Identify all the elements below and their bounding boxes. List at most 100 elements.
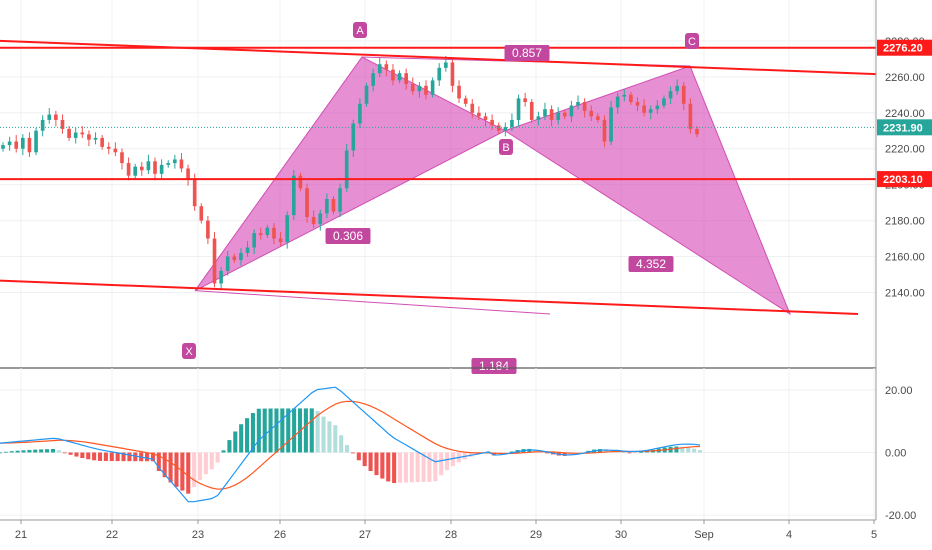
candle-body (146, 161, 151, 171)
macd-hist-bar (0, 452, 3, 454)
harmonic-pattern[interactable] (194, 56, 792, 316)
candle-body (186, 168, 190, 180)
candle-body (384, 64, 389, 70)
candle-body (21, 137, 25, 149)
candle-body (496, 125, 501, 131)
macd-hist-bar (686, 447, 691, 453)
macd-pane[interactable] (0, 368, 876, 520)
candle-body (510, 119, 514, 128)
candle-body (331, 199, 336, 212)
candle-body (232, 256, 237, 261)
candle-body (225, 256, 230, 271)
point-label-a: A (353, 22, 367, 38)
price-axis[interactable]: 2140.002160.002180.002200.002220.002240.… (875, 0, 932, 522)
macd-hist-bar (333, 425, 338, 453)
ratio-box (325, 228, 371, 244)
price-pane[interactable]: 0.306 0.857 4.352 1.184 X A B C (0, 0, 877, 374)
candle-body (252, 233, 256, 248)
candle-body (523, 98, 527, 102)
macd-hist-bar (62, 452, 67, 454)
macd-hist-bar (150, 452, 155, 462)
macd-hist-bar (174, 452, 179, 487)
macd-hist-bar (321, 416, 326, 453)
macd-hist-bar (368, 452, 373, 472)
candle-body (424, 85, 428, 95)
macd-hist-bar (280, 408, 285, 453)
macd-hist-bar (345, 445, 350, 453)
candle-body (450, 62, 455, 86)
macd-hist-bar (203, 452, 208, 475)
candle-body (305, 188, 309, 217)
time-tick-label: 26 (274, 529, 286, 541)
candle-body (576, 101, 580, 106)
macd-hist-bar (192, 452, 197, 488)
candle-body (615, 96, 620, 108)
candle-body (100, 137, 104, 147)
macd-hist-bar (127, 452, 132, 462)
candle-body (106, 146, 111, 149)
macd-hist-bar (197, 452, 203, 481)
candle-body (258, 233, 263, 235)
badge-box (877, 119, 932, 136)
price-tick-label: 2160.00 (885, 252, 925, 264)
macd-tick-label: 0.00 (885, 448, 906, 460)
macd-hist-bar (392, 452, 397, 484)
point-label-box (182, 343, 196, 359)
candle-body (351, 123, 356, 151)
macd-hist-bar (74, 452, 79, 457)
ratio-text: 4.352 (636, 257, 666, 271)
point-label-text: B (502, 142, 509, 154)
macd-hist-bar (621, 451, 626, 453)
macd-hist-bar (33, 449, 38, 453)
macd-hist-bar (362, 452, 367, 467)
macd-hist-bar (97, 452, 103, 461)
macd-hist-bar (3, 451, 8, 453)
macd-hist-bar (439, 452, 444, 476)
macd-hist-bar (633, 452, 638, 454)
macd-hist-bar (292, 408, 297, 453)
candle-body (67, 128, 71, 138)
macd-hist-bar (445, 452, 450, 471)
price-tick-label: 2260.00 (885, 72, 925, 84)
macd-hist-bar (286, 408, 291, 453)
macd-hist-bar (15, 450, 20, 453)
time-tick-label: 23 (192, 529, 204, 541)
macd-hist-bar (380, 452, 385, 479)
macd-hist-bar (68, 452, 73, 455)
time-tick-label: 30 (615, 529, 627, 541)
candle-body (463, 98, 468, 104)
candle-body (358, 103, 362, 124)
macd-hist-bar (256, 408, 261, 453)
time-tick-label: 21 (15, 529, 27, 541)
ratio-text: 0.306 (333, 229, 363, 243)
time-axis[interactable]: 21 22 23 26 27 28 29 30 Sep 4 5 (0, 519, 877, 541)
macd-signal-line (0, 400, 701, 490)
candle-body (344, 150, 349, 189)
candle-body (192, 179, 197, 207)
macd-hist-bar (409, 452, 414, 483)
macd-hist-bar (356, 452, 361, 461)
macd-hist-bar (268, 408, 273, 453)
macd-hist-bar (692, 448, 697, 453)
candle-body (675, 85, 679, 92)
macd-hist-bar (92, 452, 97, 461)
macd-hist-bar (27, 449, 32, 453)
badge-level-upper: 2276.20 (877, 39, 932, 56)
candle-body (206, 220, 210, 239)
candle-body (153, 161, 157, 174)
macd-hist-bar (50, 449, 55, 453)
candle-body (602, 119, 607, 142)
macd-hist-bar (103, 452, 108, 461)
candle-body (60, 119, 65, 129)
candle-body (54, 114, 58, 120)
point-label-text: C (688, 36, 696, 48)
badge-box (877, 39, 932, 56)
macd-hist-bar (303, 408, 308, 453)
price-badges: 2276.20 2231.90 2203.10 (877, 39, 932, 188)
candle-body (159, 164, 164, 174)
macd-hist-bar (309, 408, 314, 453)
horizontal-levels[interactable] (0, 39, 877, 316)
badge-box (877, 171, 932, 188)
macd-hist-bar (386, 452, 391, 482)
